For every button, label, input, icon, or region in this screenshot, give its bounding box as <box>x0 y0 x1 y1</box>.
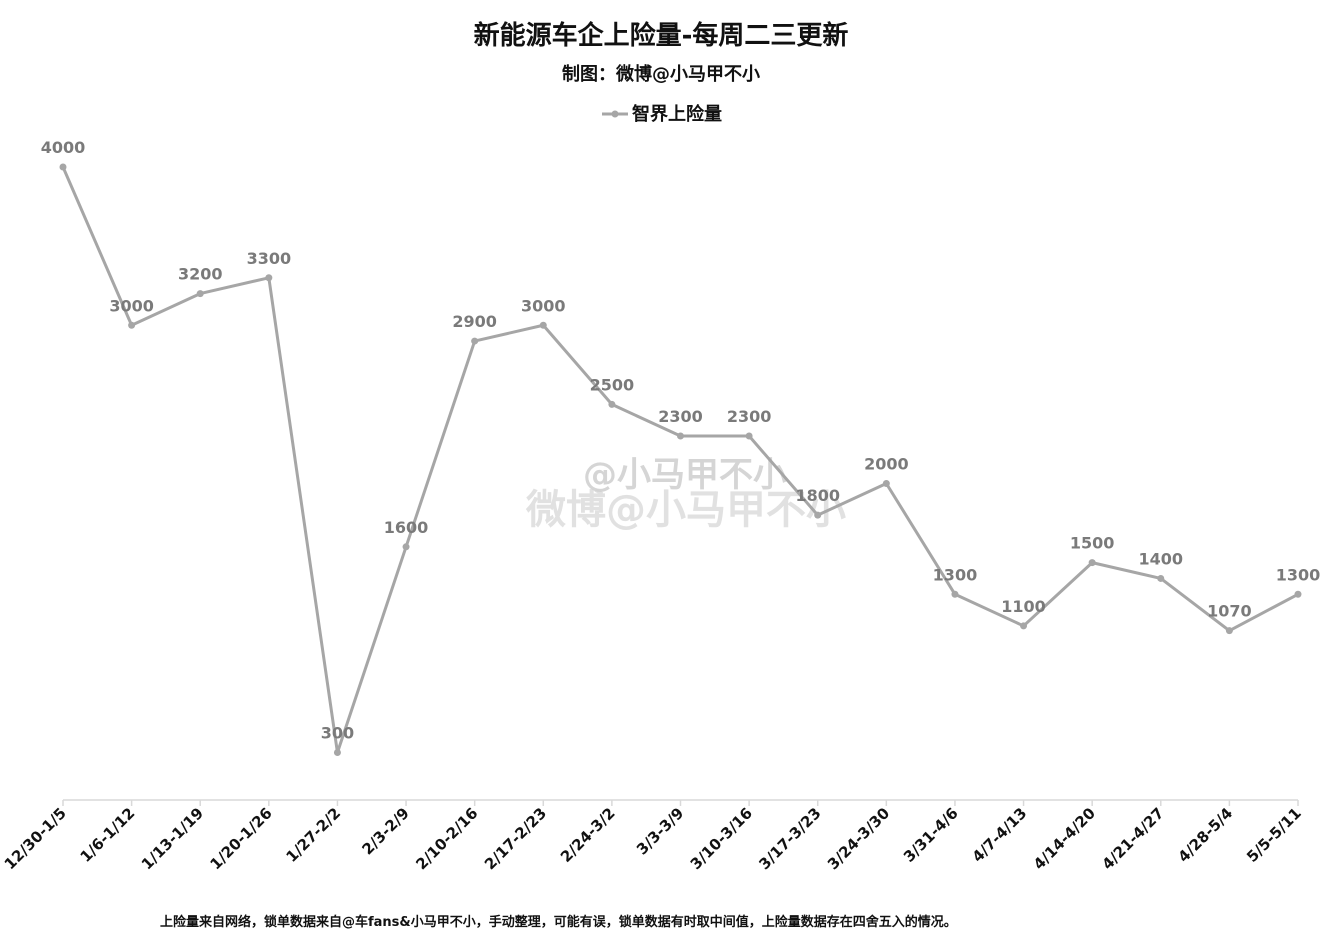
data-label: 1300 <box>933 565 978 584</box>
data-point <box>1225 627 1233 635</box>
data-point <box>539 321 547 329</box>
x-tick-label: 1/20-1/26 <box>206 804 275 873</box>
data-label: 1800 <box>795 486 840 505</box>
legend-label: 智界上险量 <box>632 103 722 125</box>
x-tick-label: 3/3-3/9 <box>633 804 687 858</box>
data-label: 2000 <box>864 455 909 474</box>
data-label: 3200 <box>178 265 223 284</box>
data-point <box>677 432 684 440</box>
x-tick-label: 3/24-3/30 <box>824 804 893 873</box>
chart-subtitle: 制图：微博@小马甲不小 <box>562 63 760 85</box>
x-axis-tick-labels: 12/30-1/5 1/6-1/12 1/13-1/19 1/20-1/26 1/27-… <box>1 804 1305 873</box>
data-point <box>608 400 616 408</box>
data-label: 1400 <box>1139 549 1184 568</box>
data-label: 1070 <box>1207 602 1252 621</box>
data-points-layer <box>59 163 1302 757</box>
x-axis-ticks <box>62 800 1299 806</box>
data-point <box>1294 590 1302 598</box>
x-tick-label: 1/13-1/19 <box>138 804 207 873</box>
data-label: 3300 <box>247 249 292 268</box>
legend-point-marker <box>611 110 619 118</box>
data-label: 2900 <box>452 312 497 331</box>
x-tick-label: 4/14-4/20 <box>1030 804 1099 873</box>
data-point <box>196 290 204 298</box>
data-point <box>745 432 753 440</box>
watermark-line-2: 微博@小马甲不小 <box>525 487 846 533</box>
data-point <box>882 480 890 487</box>
x-tick-label: 1/27-2/2 <box>282 804 344 866</box>
data-label: 2500 <box>590 375 635 394</box>
data-label: 2300 <box>658 407 703 426</box>
x-tick-label: 2/17-2/23 <box>481 804 550 873</box>
data-labels-layer: 4000 3000 3200 3300 300 1600 2900 3000 2500 2300 2… <box>41 138 1321 743</box>
x-tick-label: 3/31-4/6 <box>900 804 962 866</box>
data-point <box>1020 622 1028 630</box>
x-tick-label: 4/28-5/4 <box>1174 804 1236 866</box>
data-point <box>1088 559 1096 567</box>
x-tick-label: 2/10-2/16 <box>412 804 481 873</box>
data-point <box>814 511 822 519</box>
data-label: 1300 <box>1276 565 1321 584</box>
data-label: 1500 <box>1070 534 1115 553</box>
data-label: 1100 <box>1001 597 1046 616</box>
legend: 智界上险量 <box>602 103 722 125</box>
x-tick-label: 1/6-1/12 <box>77 804 139 866</box>
watermark-line-1: @小马甲不小 <box>583 455 787 495</box>
data-point <box>951 590 959 598</box>
x-tick-label: 3/10-3/16 <box>687 804 756 873</box>
x-tick-label: 4/7-4/13 <box>969 804 1031 866</box>
x-tick-label: 12/30-1/5 <box>1 804 70 873</box>
data-label: 3000 <box>109 296 154 315</box>
x-tick-label: 3/17-3/23 <box>755 804 824 873</box>
x-tick-label: 2/24-3/2 <box>557 804 619 866</box>
data-point <box>471 337 479 345</box>
data-label: 300 <box>321 724 354 743</box>
data-label: 4000 <box>41 138 86 157</box>
data-label: 1600 <box>384 518 429 537</box>
x-tick-label: 2/3-2/9 <box>358 804 412 858</box>
x-tick-label: 5/5-5/11 <box>1243 804 1305 866</box>
data-point <box>333 749 341 757</box>
data-label: 2300 <box>727 407 772 426</box>
chart-title: 新能源车企上险量-每周二三更新 <box>474 20 849 51</box>
data-point <box>59 163 67 171</box>
data-point <box>1157 574 1165 582</box>
watermark: @小马甲不小 微博@小马甲不小 <box>525 455 846 533</box>
data-point <box>128 321 136 329</box>
data-point <box>402 543 410 551</box>
data-label: 3000 <box>521 296 566 315</box>
footnote: 上险量来自网络，锁单数据来自@车fans&小马甲不小，手动整理，可能有误，锁单数… <box>160 914 957 930</box>
data-point <box>265 274 273 282</box>
x-tick-label: 4/21-4/27 <box>1098 804 1167 873</box>
